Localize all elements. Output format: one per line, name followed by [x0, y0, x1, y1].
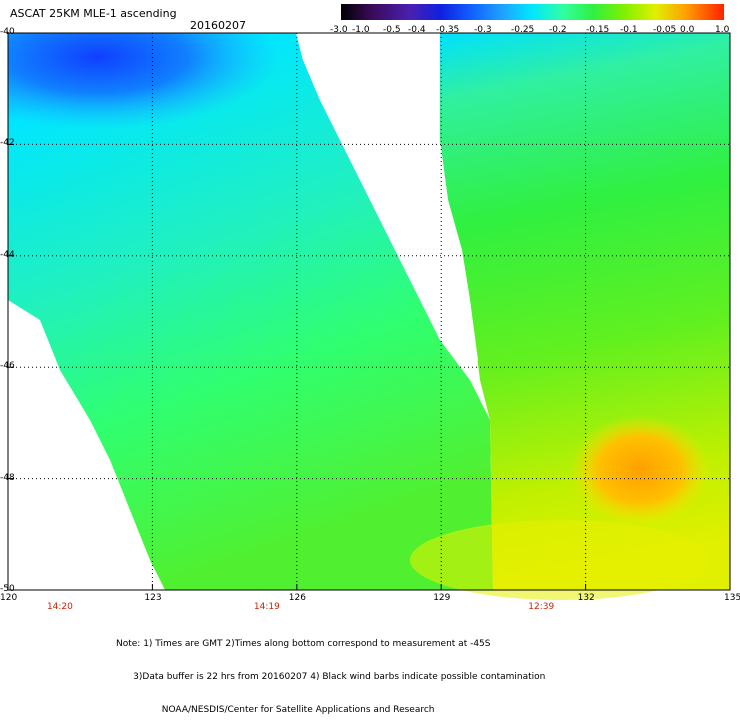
wind-map	[7, 32, 731, 600]
colorbar-label: -0.2	[549, 25, 567, 35]
colorbar-labels: -3.0 -1.0 -0.5 -0.4 -0.35 -0.3 -0.25 -0.2 -0.15-…	[330, 25, 740, 37]
colorbar-label: -0.25	[511, 25, 535, 35]
longitude-label: 129	[433, 593, 451, 603]
swath-west-blue-patch	[8, 33, 308, 153]
colorbar-label: -0.35	[436, 25, 460, 35]
data-gap	[296, 33, 478, 380]
colorbar	[341, 4, 724, 20]
latitude-label: -48	[0, 472, 15, 483]
map-date: 20160207	[190, 19, 246, 32]
map-title: ASCAT 25KM MLE-1 ascending	[10, 7, 177, 20]
colorbar-label: -0.15	[586, 25, 610, 35]
latitude-label: -50	[0, 584, 15, 594]
swath-east-yellow-patch	[410, 520, 710, 600]
colorbar-label: -0.3	[474, 25, 492, 35]
longitude-label: 123	[144, 593, 162, 603]
longitude-label: 120	[0, 593, 18, 603]
longitude-label: 135	[724, 593, 740, 603]
swath-east-orange-patch	[570, 415, 710, 525]
footnote-line-3: NOAA/NESDIS/Center for Satellite Applica…	[116, 705, 435, 715]
longitude-label: 132	[577, 593, 595, 603]
longitude-label: 126	[288, 593, 306, 603]
gridlines	[8, 33, 730, 590]
colorbar-gradient	[341, 4, 724, 20]
latitude-label: -44	[0, 249, 15, 260]
swath-west	[8, 33, 493, 590]
time-label: 14:19	[253, 602, 280, 612]
colorbar-label: 0.0	[680, 25, 695, 35]
colorbar-label: 1.0	[715, 25, 730, 35]
footnote-line-2: 3)Data buffer is 22 hrs from 20160207 4)…	[116, 672, 546, 682]
axis-ticks	[7, 32, 731, 591]
map-frame	[7, 32, 731, 591]
time-label: 12:39	[528, 602, 555, 612]
latitude-label: -46	[0, 361, 15, 372]
latitude-label: -42	[0, 138, 15, 149]
footnote: Note: 1) Times are GMT 2)Times along bot…	[116, 617, 545, 727]
footnote-line-1: Note: 1) Times are GMT 2)Times along bot…	[116, 639, 491, 649]
colorbar-label: -0.05	[653, 25, 677, 35]
colorbar-label: -0.4	[408, 25, 426, 35]
latitude-label: -40	[0, 27, 15, 37]
colorbar-label: -0.1	[620, 25, 638, 35]
colorbar-label: -1.0	[352, 25, 370, 35]
colorbar-label: -0.5	[383, 25, 401, 35]
colorbar-label: -3.0	[330, 25, 348, 35]
time-label: 14:20	[46, 602, 73, 612]
